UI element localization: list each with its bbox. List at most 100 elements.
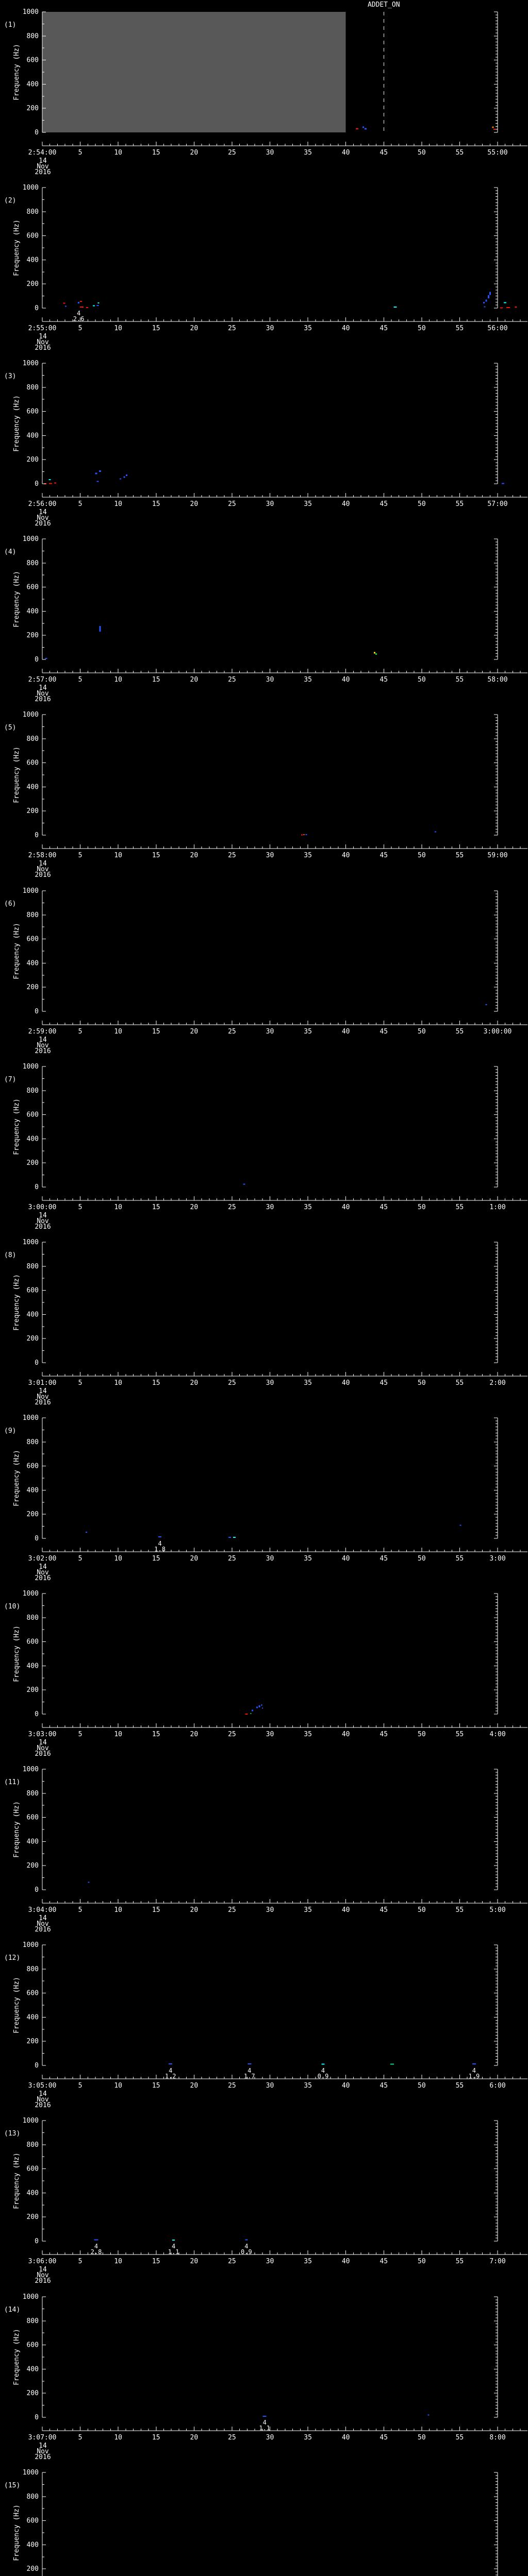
detection-mark [63, 302, 65, 304]
y-tick-label: 0 [35, 2414, 39, 2421]
panel-index-label: (8) [4, 1251, 16, 1259]
date-label-line: 14 [39, 157, 47, 165]
date-label-line: 14 [39, 1739, 47, 1747]
y-tick-label: 1000 [23, 1063, 39, 1071]
y-tick-label: 200 [27, 984, 39, 991]
x-tick-label: 45 [380, 852, 388, 859]
y-tick-label: 0 [35, 1183, 39, 1191]
detection-mark [49, 483, 53, 484]
x-tick-label: 15 [152, 1731, 160, 1738]
x-tick-label: 45 [380, 1204, 388, 1211]
x-tick-label: 5 [78, 1906, 82, 1914]
y-tick-label: 600 [27, 408, 39, 416]
detection-mark [472, 2063, 476, 2065]
x-tick-label: 25 [228, 1204, 236, 1211]
date-label-line: Nov [37, 514, 49, 522]
x-tick-label-end: 7:00 [489, 2258, 505, 2265]
x-tick-label: 35 [304, 1028, 312, 1036]
x-tick-label: 5 [78, 500, 82, 508]
y-tick-label: 200 [27, 1159, 39, 1167]
y-tick-label: 1000 [23, 2117, 39, 2125]
detection-mark [95, 472, 97, 474]
date-label-line: Nov [37, 690, 49, 698]
x-tick-label-end: 5:00 [489, 1906, 505, 1914]
x-tick-label-end: 56:00 [487, 325, 507, 332]
x-tick-label: 25 [228, 149, 236, 157]
y-tick-label: 600 [27, 1463, 39, 1470]
detection-mark [484, 306, 486, 308]
date-label-line: Nov [37, 1217, 49, 1225]
x-tick-label: 30 [266, 325, 274, 332]
detection-mark [85, 1531, 87, 1533]
x-tick-label: 50 [418, 2082, 426, 2090]
x-tick-label: 35 [304, 676, 312, 684]
x-tick-label: 55 [456, 2434, 464, 2442]
x-tick-label: 50 [418, 1906, 426, 1914]
x-tick-label: 45 [380, 1028, 388, 1036]
x-tick-label-end: 58:00 [487, 676, 507, 684]
detection-annotation-count: 4 [169, 2067, 172, 2074]
x-tick-label: 35 [304, 1379, 312, 1387]
y-tick-label: 1000 [23, 711, 39, 719]
x-tick-label-end: 4:00 [489, 1731, 505, 1738]
spectrogram-panel-5: 0 200 400 600 800 1000 Frequency (Hz) (5) 2:58:0… [4, 711, 527, 879]
y-axis-title: Frequency (Hz) [13, 219, 21, 276]
y-tick-label: 200 [27, 280, 39, 288]
x-tick-label: 10 [114, 852, 122, 859]
x-tick-label: 30 [266, 1379, 274, 1387]
x-tick-label: 50 [418, 852, 426, 859]
date-label-line: Nov [37, 1744, 49, 1752]
panel-index-label: (14) [4, 2306, 20, 2314]
x-tick-label: 20 [190, 2082, 199, 2090]
y-tick-label: 600 [27, 1990, 39, 1997]
x-tick-label: 10 [114, 1379, 122, 1387]
detection-mark [228, 1537, 232, 1538]
x-tick-label-start: 3:04:00 [28, 1906, 57, 1914]
date-label-line: Nov [37, 1569, 49, 1577]
date-label-line: 2016 [35, 168, 51, 176]
x-tick-label: 35 [304, 500, 312, 508]
x-tick-label: 45 [380, 2434, 388, 2442]
y-tick-label: 200 [27, 2038, 39, 2045]
x-tick-label: 5 [78, 1555, 82, 1563]
x-tick-label: 35 [304, 2434, 312, 2442]
x-tick-label: 25 [228, 500, 236, 508]
y-tick-label: 1000 [23, 360, 39, 367]
y-tick-label: 1000 [23, 2293, 39, 2301]
date-label-line: 2016 [35, 1750, 51, 1758]
y-tick-label: 200 [27, 1862, 39, 1870]
y-tick-label: 0 [35, 656, 39, 664]
detection-mark [65, 306, 67, 307]
detection-mark [158, 1536, 162, 1538]
y-tick-label: 800 [27, 1438, 39, 1446]
detection-annotation-value: 1.2 [165, 2073, 176, 2080]
y-tick-label: 800 [27, 1614, 39, 1622]
detection-mark [393, 307, 397, 308]
x-tick-label: 10 [114, 500, 122, 508]
x-tick-label-start: 2:56:00 [28, 500, 57, 508]
date-label-line: 14 [39, 1036, 47, 1044]
x-tick-label-start: 3:03:00 [28, 1731, 57, 1738]
y-tick-label: 200 [27, 632, 39, 639]
spectrogram-panel-13: 0 200 400 600 800 1000 Frequency (Hz) (13) 3:06:… [4, 2117, 527, 2285]
detection-mark [120, 478, 122, 480]
detection-mark [54, 482, 57, 484]
panel-index-label: (6) [4, 900, 16, 908]
x-tick-label: 40 [342, 1028, 350, 1036]
x-tick-label-start: 2:55:00 [28, 325, 57, 332]
x-tick-label: 45 [380, 2258, 388, 2265]
x-tick-label: 25 [228, 2082, 236, 2090]
x-tick-label: 55 [456, 149, 464, 157]
y-tick-label: 800 [27, 911, 39, 919]
y-tick-label: 800 [27, 1790, 39, 1798]
date-label-line: 14 [39, 684, 47, 692]
detection-mark [97, 302, 100, 304]
x-tick-label: 25 [228, 2434, 236, 2442]
x-tick-label: 25 [228, 1379, 236, 1387]
detection-annotation-value: 2.8 [91, 2248, 102, 2256]
y-axis-title: Frequency (Hz) [13, 2153, 21, 2209]
detection-mark [80, 307, 84, 308]
x-tick-label-start: 2:58:00 [28, 852, 57, 859]
detection-mark [303, 834, 305, 836]
spectrogram-panel-9: 0 200 400 600 800 1000 Frequency (Hz) (9) 3:02:0… [4, 1414, 527, 1582]
